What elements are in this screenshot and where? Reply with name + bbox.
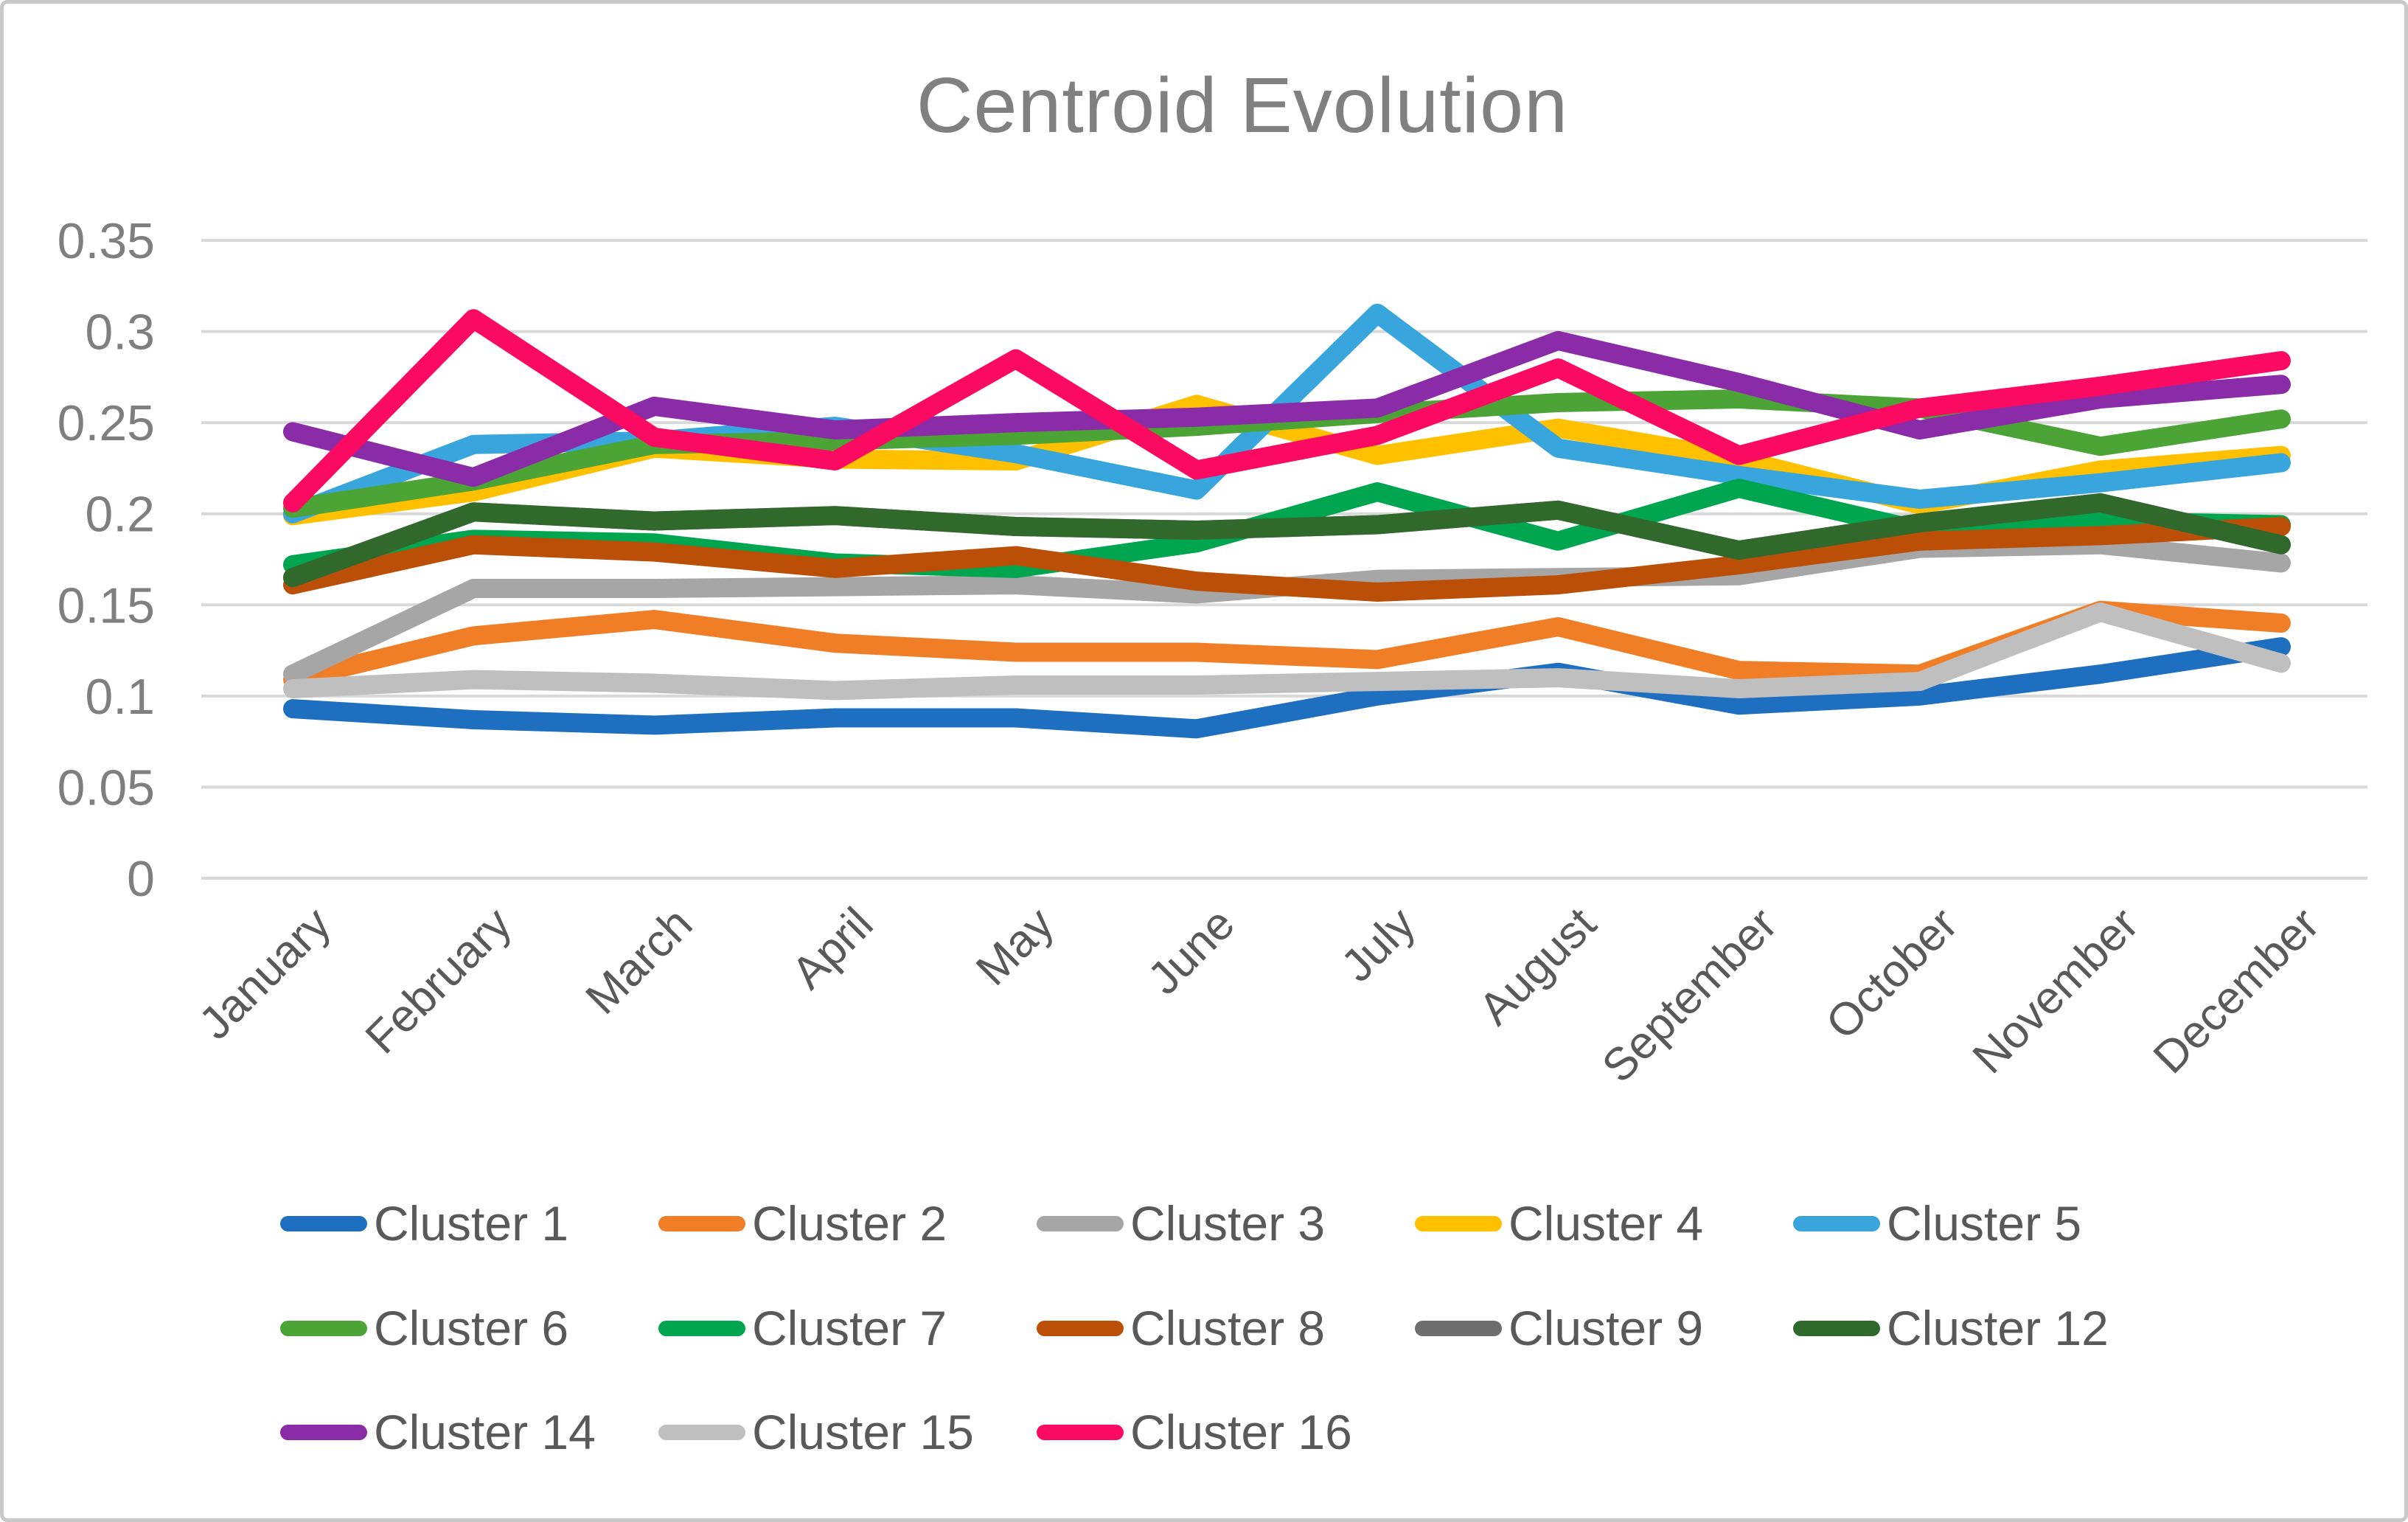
x-axis-label: February (356, 898, 521, 1063)
x-axis-label: October (1817, 898, 1968, 1049)
series-line-cluster-2 (283, 600, 2291, 689)
x-axis-label: May (967, 898, 1064, 995)
y-tick-label: 0.2 (85, 487, 155, 543)
x-axis-label: December (2144, 898, 2329, 1083)
series-line-cluster-16 (283, 309, 2291, 512)
x-axis-label: April (782, 898, 883, 998)
x-axis-label: November (1963, 898, 2148, 1083)
x-axis-label: September (1593, 898, 1786, 1092)
y-tick-label: 0.05 (58, 760, 155, 816)
series-line-cluster-15 (283, 602, 2291, 701)
series-line-cluster-12 (283, 493, 2291, 588)
x-axis-label: June (1138, 898, 1245, 1004)
y-tick-label: 0.1 (85, 669, 155, 725)
x-axis-label: August (1469, 898, 1606, 1035)
y-tick-label: 0 (127, 851, 155, 907)
plot-area: 0 0.05 0.1 0.15 0.2 0.25 0.3 0.35 January Februar… (58, 213, 2367, 1092)
series-line-cluster-1 (283, 637, 2291, 739)
y-tick-label: 0.15 (58, 577, 155, 633)
x-axis-label: March (577, 898, 703, 1024)
y-tick-label: 0.25 (58, 395, 155, 451)
y-tick-label: 0.35 (58, 213, 155, 269)
x-axis-label: January (189, 898, 341, 1049)
x-axis-label: July (1332, 898, 1425, 992)
chart-title: Centroid Evolution (916, 62, 1569, 149)
series-line-cluster-8 (283, 517, 2291, 602)
y-tick-label: 0.3 (85, 305, 155, 361)
